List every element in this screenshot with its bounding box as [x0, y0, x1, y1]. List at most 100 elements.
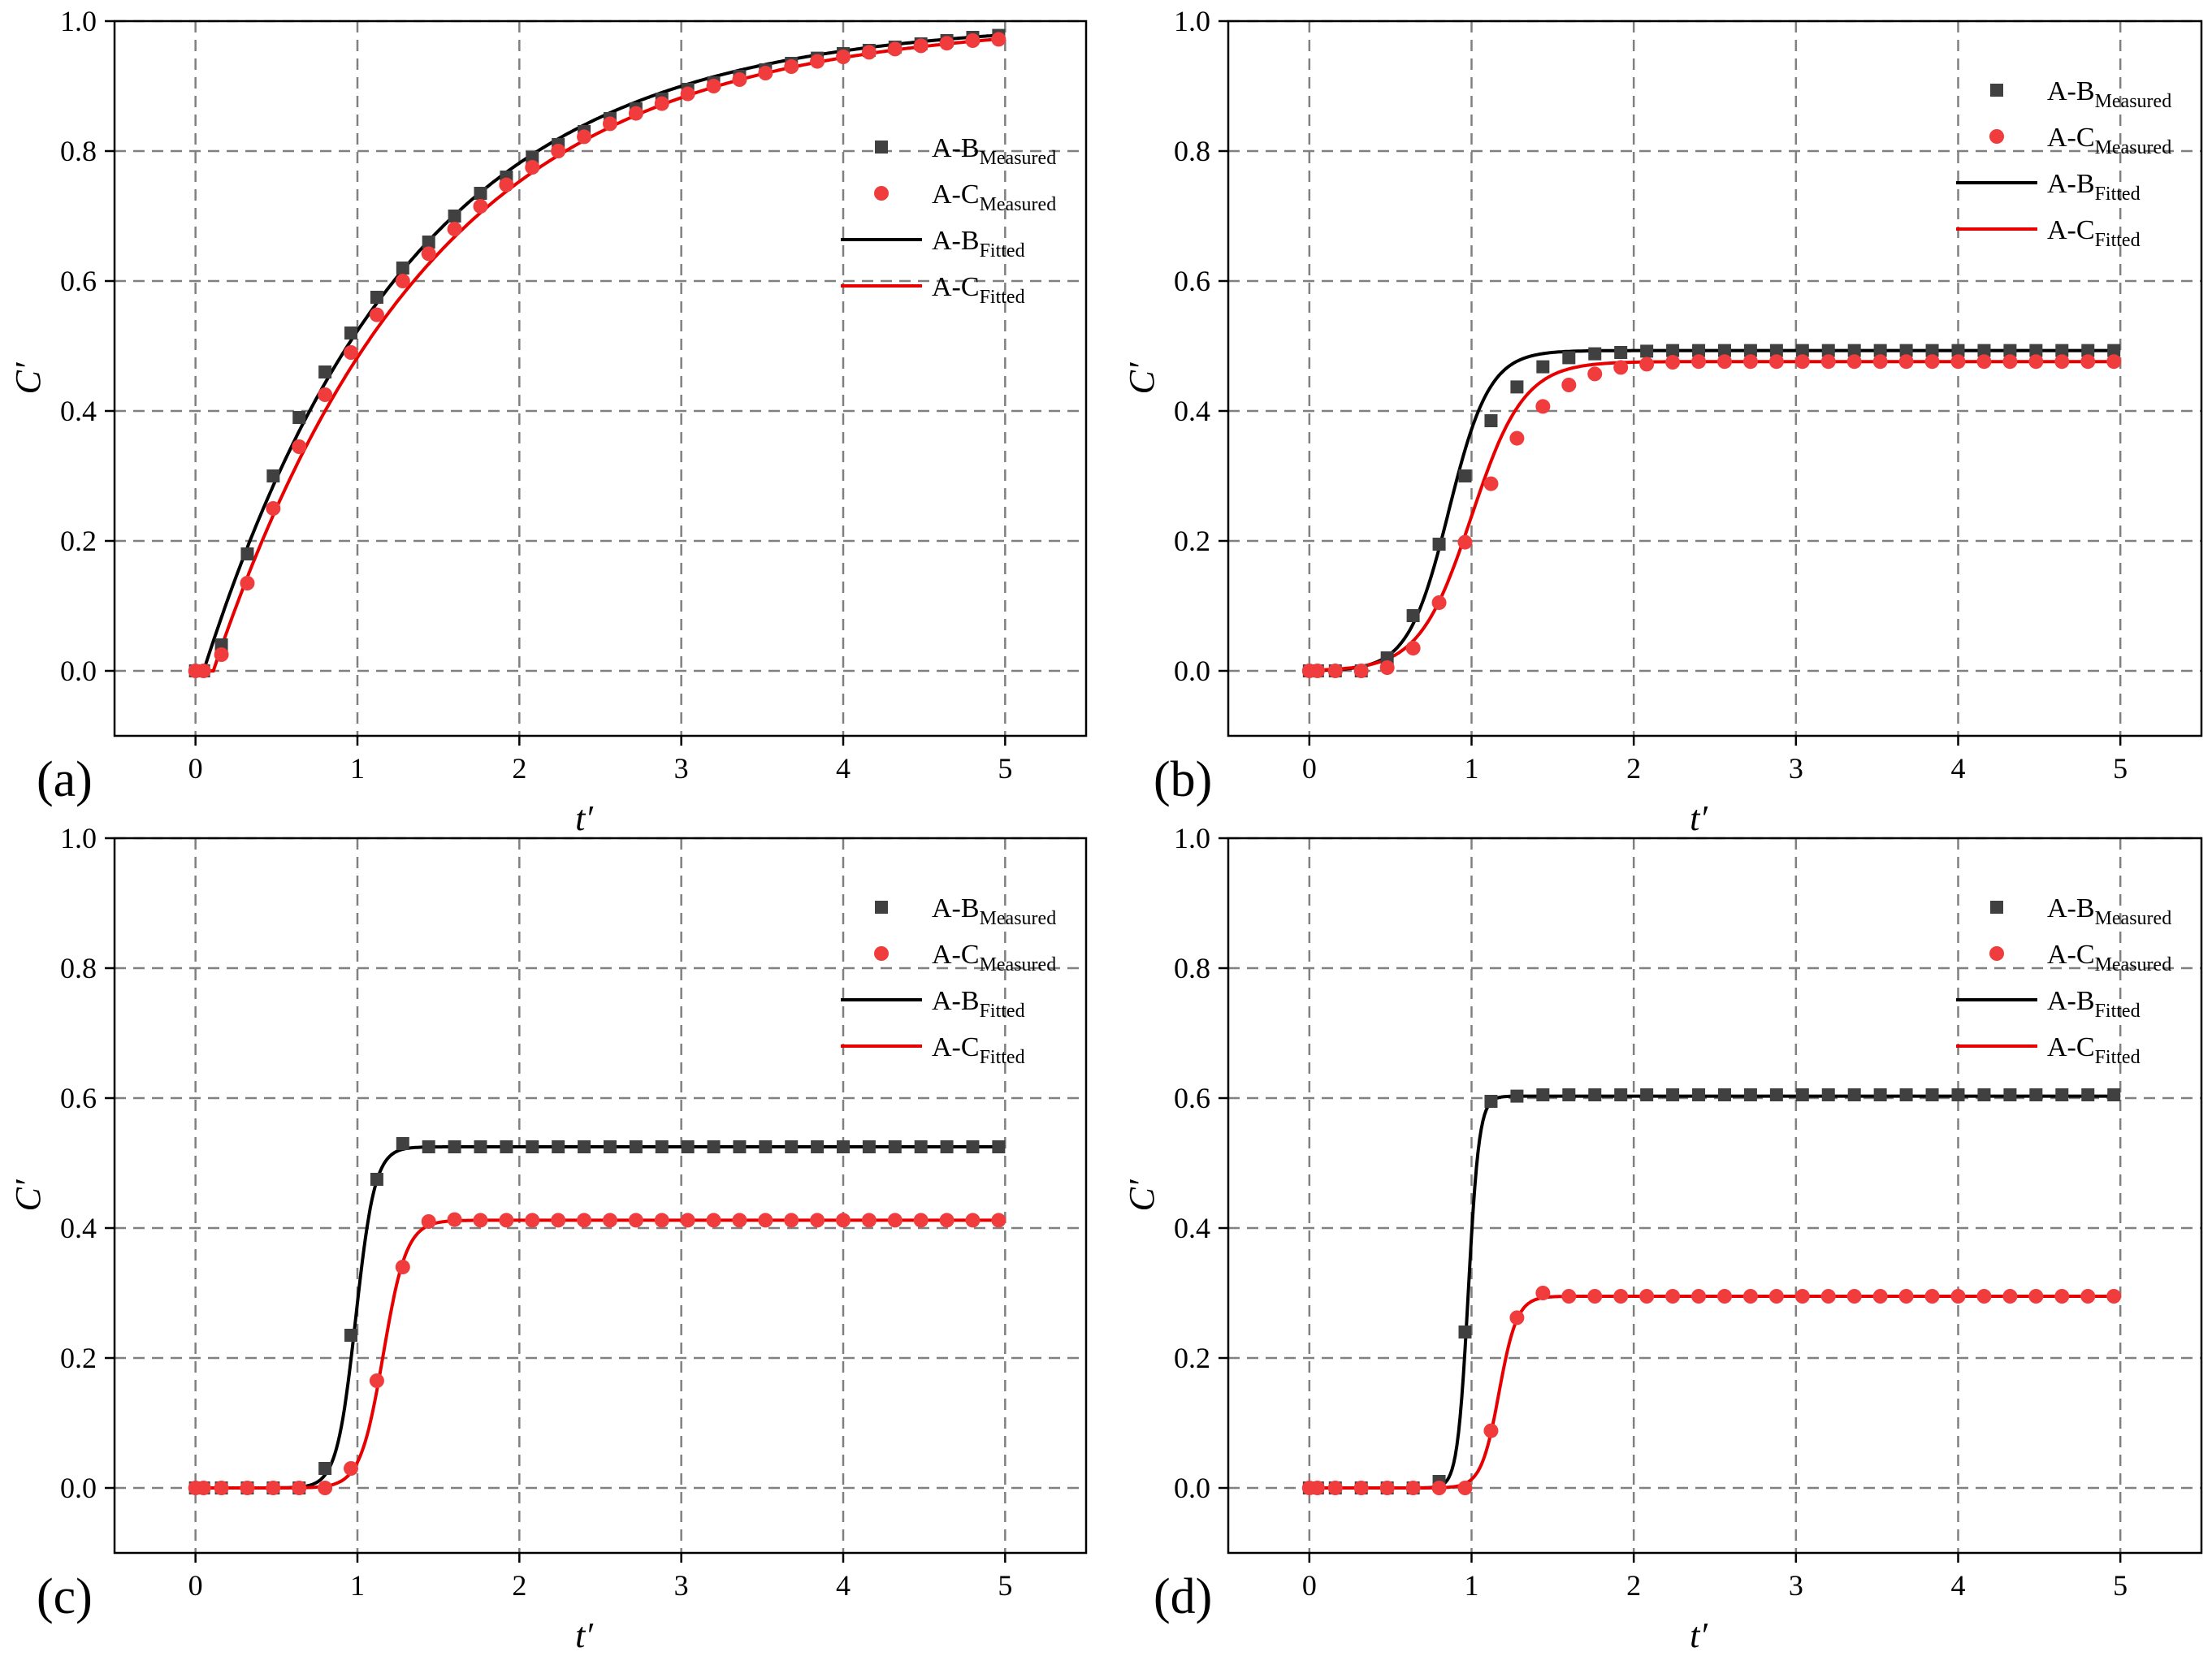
legend-label-sub: Fitted [2095, 184, 2141, 205]
x-tick-label: 1 [350, 752, 365, 785]
point-ac-measured [1976, 354, 1992, 370]
point-ac-measured [2028, 354, 2044, 370]
point-ab-measured [1951, 344, 1965, 357]
point-ac-measured [1794, 354, 1810, 370]
point-ac-measured [1872, 354, 1888, 370]
legend-label-base: A-C [932, 940, 980, 970]
point-ab-measured [759, 1140, 773, 1153]
point-ac-measured [1535, 1286, 1551, 1300]
point-ac-measured [628, 1213, 643, 1228]
point-ac-measured [1327, 664, 1343, 678]
legend-label: A-BFitted [2047, 986, 2141, 1022]
point-ab-measured [785, 1140, 799, 1153]
axis-frame [113, 19, 1088, 737]
x-axis-title: t′ [575, 1615, 594, 1655]
axis-frame [1227, 19, 2203, 737]
point-ac-measured [810, 1213, 825, 1228]
point-ab-measured [1458, 1326, 1472, 1338]
legend-label-base: A-C [932, 272, 980, 302]
point-ac-measured [1846, 1289, 1862, 1304]
y-tick-label: 0.4 [60, 1212, 97, 1244]
point-ab-measured [500, 1140, 513, 1153]
point-ab-measured [2029, 1088, 2043, 1101]
legend-label-base: A-C [2047, 940, 2095, 970]
point-ab-measured [1406, 609, 1420, 622]
point-ac-measured [1509, 1310, 1525, 1326]
point-ab-measured [655, 1140, 669, 1153]
point-ac-measured [1457, 534, 1473, 550]
point-ac-measured [991, 32, 1006, 47]
y-axis-title: C′ [1122, 1178, 1162, 1211]
legend-label: A-BMeasured [2047, 76, 2171, 112]
point-ac-measured [1379, 1481, 1395, 1495]
point-ab-measured [1484, 1095, 1498, 1108]
point-ab-measured [578, 1140, 591, 1153]
point-ac-measured [1431, 595, 1447, 610]
point-ac-measured [1691, 354, 1707, 370]
point-ab-measured [318, 1462, 332, 1475]
y-tick-label: 1.0 [1174, 822, 1210, 854]
point-ac-measured [784, 59, 799, 74]
point-ab-measured [1873, 344, 1887, 357]
legend-label-base: A-B [2047, 76, 2095, 106]
legend-label-base: A-B [2047, 893, 2095, 923]
point-ab-measured [1692, 344, 1706, 357]
legend-marker-square [1990, 901, 2003, 914]
point-ac-measured [344, 345, 359, 360]
x-tick-label: 0 [188, 752, 203, 785]
y-tick-label: 0.6 [1174, 265, 1210, 297]
point-ab-measured [1769, 1088, 1783, 1101]
point-ab-measured [1743, 1088, 1757, 1101]
y-tick-label: 0.8 [1174, 135, 1210, 167]
legend-label-sub: Measured [2095, 137, 2172, 158]
point-ab-measured [474, 1140, 487, 1153]
point-ab-measured [992, 1140, 1006, 1153]
x-tick-label: 4 [836, 752, 851, 785]
point-ac-measured [1309, 664, 1325, 678]
point-ab-measured [1536, 360, 1550, 374]
point-ab-measured [370, 1173, 383, 1186]
x-tick-label: 0 [188, 1569, 203, 1602]
panel-label: (c) [37, 1569, 93, 1624]
point-ac-measured [1665, 1289, 1681, 1304]
panel-a: 0 1 2 3 4 50.00.20.40.60.81.0t′C′(a)A-BMeasur… [8, 5, 1088, 838]
legend-label: A-CMeasured [2047, 940, 2171, 975]
legend-label-base: A-C [932, 179, 980, 210]
point-ab-measured [914, 1140, 928, 1153]
point-ac-measured [758, 66, 773, 80]
point-ac-measured [525, 1213, 540, 1228]
point-ac-measured [1405, 1481, 1421, 1495]
x-tick-label: 3 [1789, 1569, 1803, 1602]
y-axis-title: C′ [8, 361, 48, 394]
legend-label: A-BMeasured [2047, 893, 2171, 929]
y-tick-label: 0.2 [60, 1342, 97, 1374]
legend-marker-square [875, 141, 888, 154]
point-ac-measured [706, 79, 721, 93]
point-ac-measured [1327, 1481, 1343, 1495]
point-ab-measured [1977, 344, 1991, 357]
point-ab-measured [1743, 344, 1757, 357]
point-ac-measured [473, 1213, 488, 1228]
point-ab-measured [1873, 1088, 1887, 1101]
point-ac-measured [1716, 354, 1732, 370]
x-tick-label: 4 [1951, 1569, 1966, 1602]
legend-label-sub: Fitted [2095, 230, 2141, 251]
point-ac-measured [732, 72, 747, 87]
legend-marker-circle [1989, 946, 2004, 961]
point-ac-measured [1924, 1289, 1940, 1304]
point-ab-measured [552, 1140, 565, 1153]
legend-label-sub: Fitted [980, 287, 1025, 308]
point-ac-measured [292, 439, 307, 454]
point-ac-measured [1509, 430, 1525, 446]
point-ab-measured [2055, 1088, 2069, 1101]
point-ab-measured [1951, 1088, 1965, 1101]
point-ac-measured [706, 1213, 721, 1228]
x-tick-label: 5 [998, 1569, 1012, 1602]
point-ac-measured [1587, 1289, 1603, 1304]
point-ab-measured [1640, 344, 1654, 358]
x-axis-title: t′ [1690, 798, 1708, 838]
legend-label: A-CFitted [2047, 1032, 2141, 1068]
point-ac-measured [447, 1212, 462, 1227]
